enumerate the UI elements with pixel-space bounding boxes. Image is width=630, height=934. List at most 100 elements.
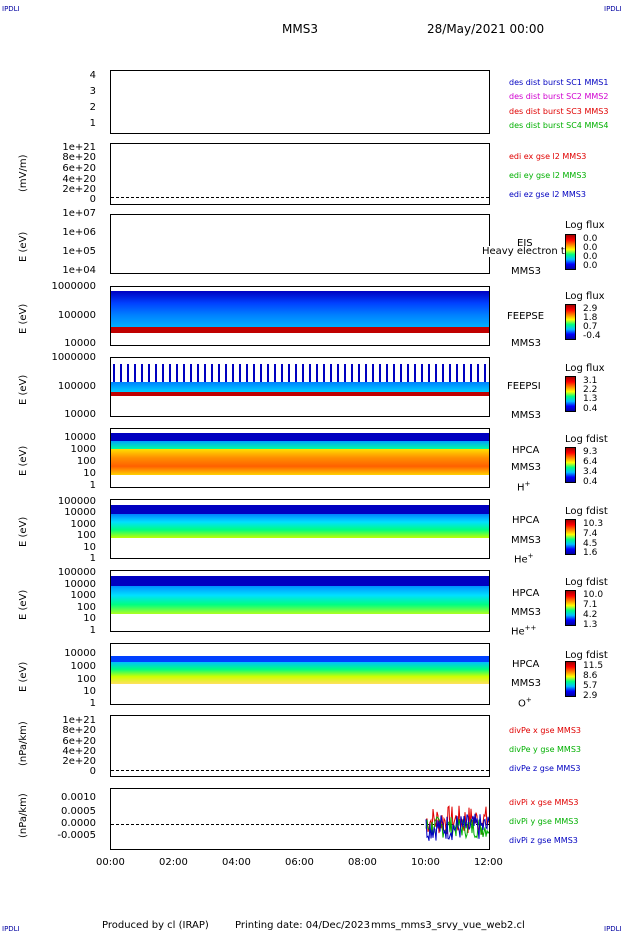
p7-ytick: 10000 (64, 507, 96, 518)
p2-legend: edi ex gse l2 MMS3 (509, 152, 587, 161)
p7-cb-tick: 7.4 (583, 529, 598, 539)
p11-ytick: 0.0000 (61, 818, 96, 829)
p7-ytick: 1 (89, 553, 96, 564)
p5-cb-tick: 2.2 (583, 385, 598, 395)
panel-hpca-h (110, 428, 490, 488)
p11-ytick: -0.0005 (57, 830, 96, 841)
p9-ion: O+ (518, 696, 532, 710)
p7-cb-tick: 1.6 (583, 548, 598, 558)
p11-legend: divPi z gse MMS3 (509, 836, 578, 845)
x-tick: 06:00 (285, 857, 314, 868)
p5-cb-tick: 1.3 (583, 394, 598, 404)
p1-legend: des dist burst SC4 MMS4 (509, 121, 609, 130)
corner-label-tr: IPDLI (604, 5, 622, 13)
panel-eis (110, 214, 490, 274)
p8-cb-tick: 4.2 (583, 610, 598, 620)
corner-label-bl: IPDLI (2, 925, 20, 933)
p5-cb-title: Log flux (565, 363, 605, 374)
p8-cb-tick: 1.3 (583, 620, 598, 630)
p1-legend: des dist burst SC1 MMS1 (509, 78, 609, 87)
p7-instrument: HPCA (512, 515, 540, 526)
p2-ytick: 4e+20 (62, 174, 96, 185)
corner-label-tl: IPDLI (2, 5, 20, 13)
p3-colorbar (565, 234, 576, 270)
p4-ytick: 100000 (57, 310, 96, 321)
p6-instrument: HPCA (512, 445, 540, 456)
p11-ytick: 0.0005 (61, 806, 96, 817)
p9-spacecraft: MMS3 (511, 678, 541, 689)
p10-ytick: 0 (89, 766, 96, 777)
divpi-plot (425, 805, 489, 841)
p3-spacecraft: MMS3 (511, 266, 541, 277)
p2-ylabel: (mV/m) (18, 154, 29, 193)
p7-ytick: 10 (83, 542, 96, 553)
p4-cb-tick: 2.9 (583, 304, 598, 314)
p3-overlap-label: Heavy electron to (482, 246, 571, 257)
p1-ytick: 3 (89, 86, 96, 97)
p7-colorbar (565, 519, 576, 555)
p5-cb-tick: 3.1 (583, 376, 598, 386)
p3-ytick: 1e+07 (62, 208, 96, 219)
p8-ytick: 100000 (57, 567, 96, 578)
p9-cb-title: Log fdist (565, 650, 608, 661)
p11-legend: divPi x gse MMS3 (509, 798, 579, 807)
p6-cb-tick: 0.4 (583, 477, 598, 487)
footer-script: mms_mms3_srvy_vue_web2.cl (371, 920, 525, 931)
p3-cb-tick: 0.0 (583, 243, 598, 253)
p9-cb-tick: 5.7 (583, 681, 598, 691)
p1-ytick: 4 (89, 70, 96, 81)
p3-cb-tick: 0.0 (583, 261, 598, 271)
p5-ytick: 1000000 (51, 352, 96, 363)
panel-divpe (110, 715, 490, 777)
p8-instrument: HPCA (512, 588, 540, 599)
p10-ytick: 4e+20 (62, 746, 96, 757)
p5-spacecraft: MMS3 (511, 410, 541, 421)
footer-printing-date: Printing date: 04/Dec/2023 (235, 920, 371, 931)
p7-cb-tick: 10.3 (583, 519, 604, 529)
panel-feepsi (110, 357, 490, 417)
p6-cb-tick: 3.4 (583, 467, 598, 477)
p10-ytick: 2e+20 (62, 756, 96, 767)
p10-ytick: 6e+20 (62, 736, 96, 747)
p5-ylabel: E (eV) (18, 374, 29, 405)
p11-ytick: 0.0010 (61, 792, 96, 803)
p3-ytick: 1e+05 (62, 246, 96, 257)
p6-cb-tick: 9.3 (583, 447, 598, 457)
p2-legend: edi ez gse l2 MMS3 (509, 190, 586, 199)
p8-cb-tick: 7.1 (583, 600, 598, 610)
panel-hpca-he2 (110, 570, 490, 632)
x-tick: 00:00 (96, 857, 125, 868)
p4-ylabel: E (eV) (18, 303, 29, 334)
panel-divpi (110, 788, 490, 850)
p6-ion: H+ (517, 480, 531, 494)
p8-ion: He++ (511, 624, 537, 638)
p4-cb-tick: 1.8 (583, 313, 598, 323)
p9-cb-tick: 2.9 (583, 691, 598, 701)
p2-ytick: 1e+21 (62, 142, 96, 153)
p11-legend: divPi y gse MMS3 (509, 817, 579, 826)
p7-ytick: 100 (76, 530, 96, 541)
p10-ytick: 8e+20 (62, 725, 96, 736)
p8-ytick: 10000 (64, 579, 96, 590)
corner-label-br: IPDLI (604, 925, 622, 933)
p4-cb-title: Log flux (565, 291, 605, 302)
p2-ytick: 8e+20 (62, 152, 96, 163)
p3-ytick: 1e+06 (62, 227, 96, 238)
p9-ytick: 1000 (70, 661, 96, 672)
p6-colorbar (565, 447, 576, 483)
p11-ylabel: (nPa/km) (18, 793, 29, 838)
panel-feepse (110, 286, 490, 346)
p5-colorbar (565, 376, 576, 412)
p8-ytick: 1 (89, 625, 96, 636)
p8-colorbar (565, 590, 576, 626)
page-title: MMS3 (282, 22, 318, 36)
panel-edi (110, 143, 490, 205)
p8-ytick: 100 (76, 602, 96, 613)
divpi-line-2 (425, 813, 489, 841)
p9-ytick: 10000 (64, 648, 96, 659)
p7-cb-title: Log fdist (565, 506, 608, 517)
p1-legend: des dist burst SC3 MMS3 (509, 107, 609, 116)
p7-ytick: 1000 (70, 519, 96, 530)
x-tick: 04:00 (222, 857, 251, 868)
x-tick: 08:00 (348, 857, 377, 868)
